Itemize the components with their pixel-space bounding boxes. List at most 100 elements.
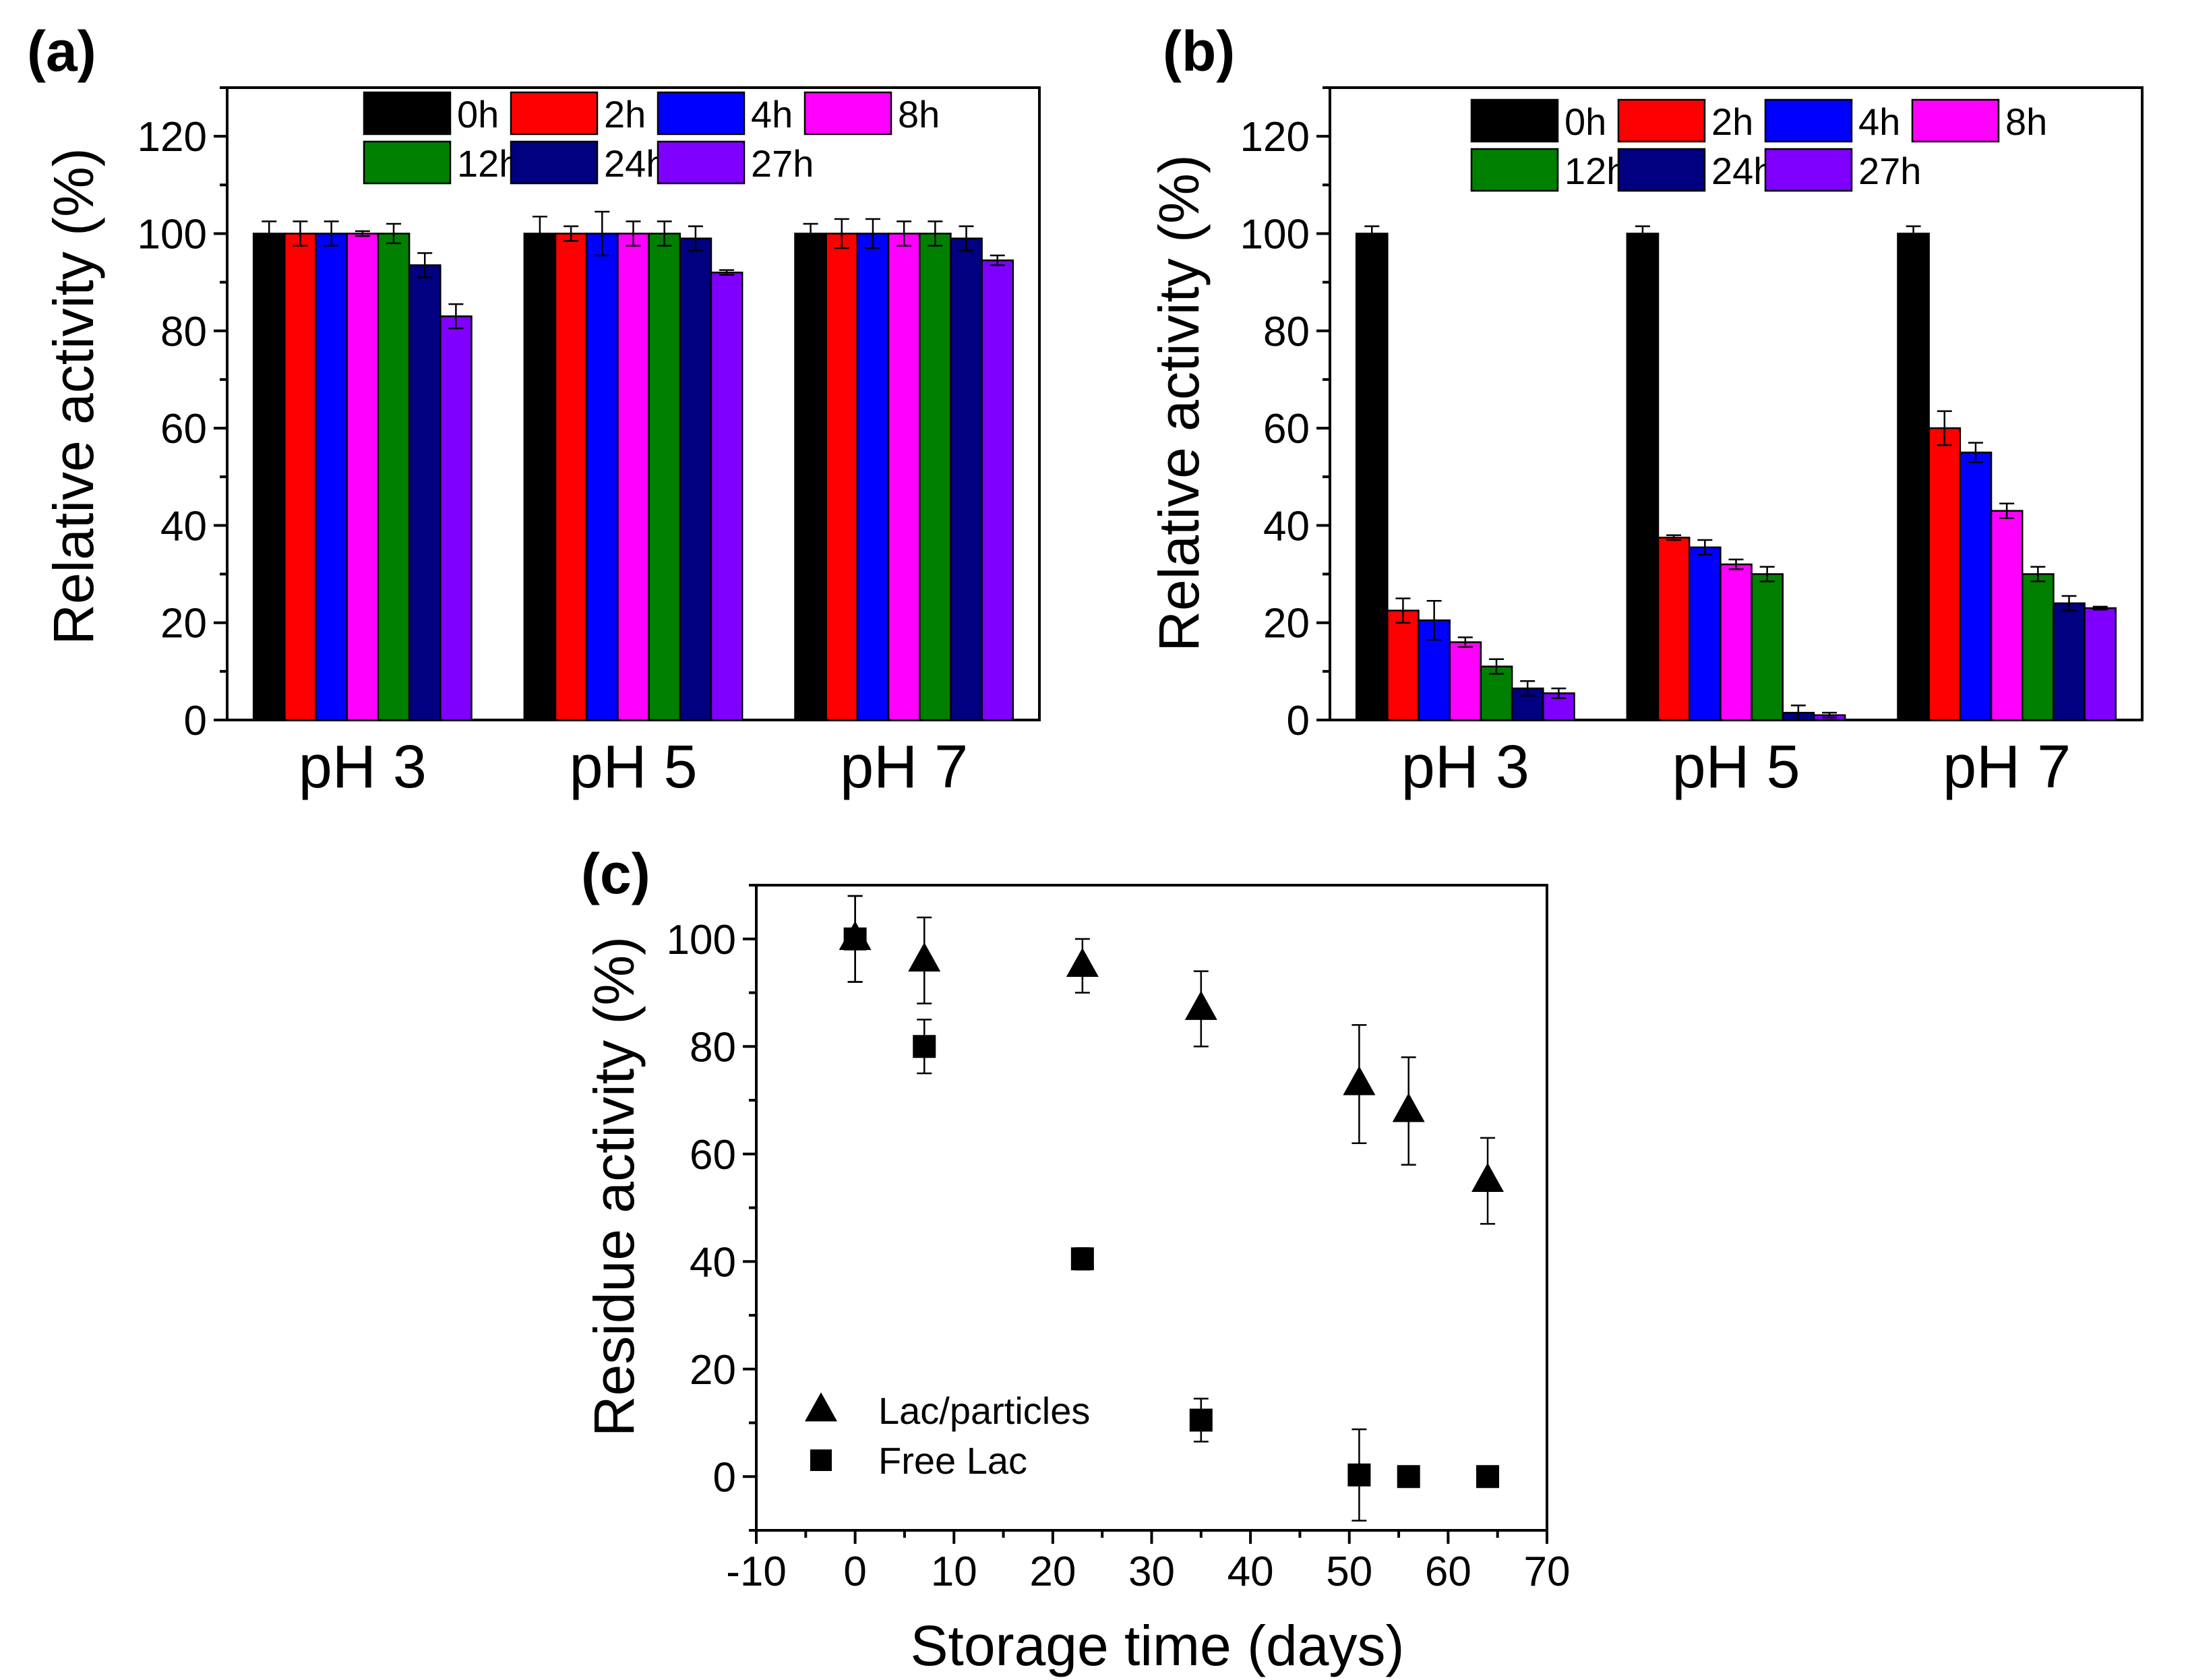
panel-b-legend-swatch-8h: [1911, 98, 2000, 143]
panel-a-label: (a): [27, 20, 96, 83]
panel-b-bar-2h: [1657, 537, 1691, 721]
panel-b-y-tick-label: 0: [1287, 698, 1310, 744]
panel-c-y-tick-label: 40: [690, 1239, 736, 1286]
panel-c-legend-marker-free-lac: [810, 1449, 832, 1471]
panel-c-point-lac-particles: [1471, 1162, 1505, 1193]
panel-c-legend-label-lac-particles: Lac/particles: [878, 1389, 1090, 1432]
panel-c-legend-label-free-lac: Free Lac: [878, 1439, 1027, 1482]
panel-b-bar-12h: [1751, 573, 1784, 721]
panel-a-legend-swatch-12h: [363, 140, 452, 185]
panel-a-bar-0h: [794, 233, 827, 721]
panel-c-point-free-lac: [1347, 1463, 1371, 1487]
panel-c-point-lac-particles: [1392, 1093, 1425, 1122]
panel-c-legend: Lac/particles Free Lac: [805, 1389, 1090, 1482]
panel-c-x-tick-label: 30: [1128, 1549, 1175, 1595]
panel-a-legend-swatch-2h: [510, 91, 599, 136]
panel-a-axes: 0 20 40 60 80 100 120 pH 3 pH 5 pH 7: [138, 86, 1041, 801]
panel-c-point-lac-particles: [1066, 947, 1099, 978]
panel-b-y-tick-label: 80: [1263, 309, 1310, 355]
panel-a-legend: 0h 2h 4h 8h 12h 24h 27h: [363, 91, 940, 185]
panel-a-legend-swatch-0h: [363, 91, 452, 136]
panel-b-legend-label-8h: 8h: [2005, 100, 2047, 143]
panel-a-bar-4h: [315, 233, 348, 721]
panel-c-x-tick-label: 70: [1524, 1549, 1571, 1595]
panel-a-category-label: pH 3: [299, 733, 427, 801]
panel-a: (a) 0 20 40 60 80 100 120 pH 3 pH 5 pH 7 0h 2h 4h 8h…: [27, 20, 1041, 801]
panel-c-x-tick-label: 0: [843, 1549, 866, 1595]
panel-b-legend-label-2h: 2h: [1711, 100, 1753, 143]
panel-b-bar-4h: [1959, 451, 1993, 721]
panel-b-bar-12h: [1480, 665, 1513, 721]
panel-b-y-tick-label: 20: [1263, 601, 1310, 647]
panel-c-point-free-lac: [1189, 1408, 1213, 1432]
panel-c-point-free-lac: [1397, 1465, 1420, 1489]
panel-c-point-lac-particles: [908, 942, 941, 972]
panel-a-y-tick-label: 60: [160, 406, 207, 452]
panel-c-point-lac-particles: [1184, 990, 1217, 1020]
panel-a-y-tick-label: 80: [160, 309, 207, 355]
panel-a-legend-label-4h: 4h: [751, 93, 793, 136]
panel-b-y-axis-title: Relative activity (%): [1147, 154, 1211, 652]
panel-c-point-lac-particles: [1343, 1066, 1376, 1096]
panel-b: (b) 0 20 40 60 80 100 120 pH 3 pH 5 pH 7 0h 2h 4h 8h…: [1147, 20, 2144, 801]
panel-a-bar-12h: [648, 233, 681, 721]
panel-a-y-axis-title: Relative activity (%): [42, 148, 105, 645]
panel-b-legend-label-12h: 12h: [1564, 150, 1627, 192]
panel-b-legend-swatch-0h: [1470, 98, 1559, 143]
panel-b-label: (b): [1163, 20, 1235, 83]
panel-b-legend-swatch-24h: [1617, 148, 1706, 192]
panel-a-bar-4h: [585, 233, 619, 721]
panel-a-legend-swatch-4h: [657, 91, 746, 136]
panel-c-point-free-lac: [1070, 1247, 1094, 1271]
panel-b-y-tick-label: 100: [1240, 211, 1310, 258]
panel-a-legend-label-2h: 2h: [604, 93, 646, 136]
panel-a-bar-12h: [919, 233, 952, 721]
panel-b-category-label: pH 5: [1672, 733, 1800, 801]
panel-b-y-tick-label: 40: [1263, 503, 1310, 549]
panel-a-bar-27h: [710, 271, 743, 721]
panel-b-legend-label-24h: 24h: [1711, 150, 1774, 192]
panel-a-bar-8h: [346, 233, 379, 721]
panel-b-category-label: pH 7: [1943, 733, 2071, 801]
panel-b-legend-swatch-2h: [1617, 98, 1706, 143]
panel-c-y-tick-label: 0: [713, 1454, 736, 1501]
panel-a-bar-2h: [825, 233, 859, 721]
panel-c-legend-marker-lac-particles: [805, 1392, 837, 1422]
panel-b-legend-label-0h: 0h: [1564, 100, 1606, 143]
panel-c-label: (c): [581, 842, 650, 905]
panel-b-bar-4h: [1688, 546, 1722, 721]
panel-b-bar-0h: [1897, 233, 1930, 721]
panel-a-bar-24h: [679, 237, 712, 721]
panel-a-legend-label-24h: 24h: [604, 142, 667, 185]
panel-c-y-tick-label: 60: [690, 1132, 736, 1178]
panel-c-points: [839, 895, 1505, 1522]
panel-a-legend-label-0h: 0h: [457, 93, 499, 136]
panel-b-bar-27h: [2084, 607, 2117, 721]
panel-a-bar-8h: [887, 233, 921, 721]
panel-a-bar-2h: [284, 233, 317, 721]
panel-b-legend-swatch-12h: [1470, 148, 1559, 192]
panel-a-bar-8h: [617, 233, 650, 721]
panel-a-legend-swatch-8h: [803, 91, 892, 136]
panel-c-y-tick-label: 100: [667, 917, 736, 963]
panel-c: (c) -10 0 10 20 30 40 50 60 70 0 20 40 60 80 100 Lac/p…: [581, 842, 1570, 1677]
panel-a-bar-0h: [523, 233, 557, 721]
panel-c-y-tick-label: 20: [690, 1347, 736, 1393]
panel-c-point-free-lac: [1476, 1465, 1500, 1489]
panel-b-y-tick-label: 120: [1240, 114, 1310, 160]
panel-a-bar-24h: [950, 237, 983, 721]
panel-a-y-tick-label: 120: [138, 114, 207, 160]
panel-a-legend-label-8h: 8h: [898, 93, 940, 136]
panel-c-axes: -10 0 10 20 30 40 50 60 70 0 20 40 60 80 100: [667, 884, 1571, 1595]
panel-b-bar-2h: [1387, 609, 1420, 721]
panel-a-bar-27h: [439, 315, 473, 721]
panel-b-bar-8h: [1449, 641, 1482, 721]
panel-b-category-label: pH 3: [1401, 733, 1529, 801]
panel-a-legend-swatch-24h: [510, 140, 599, 185]
panel-a-y-tick-label: 0: [184, 698, 207, 744]
panel-a-bar-4h: [856, 233, 890, 721]
panel-a-y-tick-label: 40: [160, 503, 207, 549]
panel-c-x-tick-label: -10: [726, 1549, 787, 1595]
panel-b-bar-8h: [1720, 563, 1753, 721]
panel-a-legend-swatch-27h: [657, 140, 746, 185]
